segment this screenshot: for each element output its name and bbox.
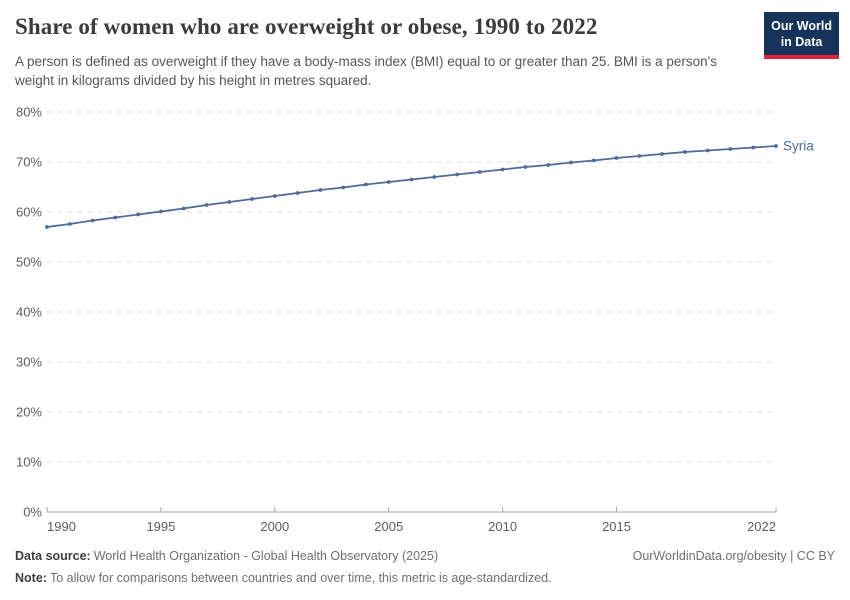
data-point [341, 185, 346, 190]
y-tick-label: 20% [16, 405, 42, 420]
y-tick-label: 60% [16, 205, 42, 220]
rights-link[interactable]: OurWorldinData.org/obesity | CC BY [632, 549, 835, 563]
data-point [683, 150, 687, 154]
data-point [250, 197, 254, 201]
data-point [295, 191, 300, 195]
data-point [705, 148, 710, 153]
x-tick-label: 1995 [146, 519, 175, 534]
data-point [90, 218, 95, 223]
y-tick-label: 10% [16, 455, 42, 470]
page-title: Share of women who are overweight or obe… [15, 14, 598, 39]
data-point [500, 167, 505, 172]
owid-logo: Our World in Data [764, 12, 839, 59]
data-point [614, 156, 619, 160]
data-point [569, 160, 573, 165]
data-source-value: World Health Organization - Global Healt… [93, 549, 439, 563]
owid-logo-line1: Our World [771, 19, 832, 33]
line-chart-svg: 0% 10% 20% 30% 40% 50% 60% 70% 80% 1990 1995 2000 20… [16, 105, 814, 535]
note-value: To allow for comparisons between countri… [49, 571, 552, 586]
y-tick-label: 30% [16, 355, 42, 370]
y-tick-label: 0% [23, 505, 42, 520]
data-point [751, 145, 756, 150]
y-tick-label: 40% [16, 305, 42, 320]
x-tick-label: 2000 [260, 519, 289, 534]
y-tick-label: 70% [16, 155, 42, 170]
data-point [159, 209, 163, 214]
data-point [272, 194, 277, 198]
x-tick-label: 2005 [374, 519, 403, 534]
x-tick-label: 1990 [47, 519, 76, 534]
x-tick-label: 2010 [488, 519, 517, 534]
y-tick-label: 80% [16, 105, 42, 120]
y-tick-label: 50% [16, 255, 42, 270]
x-tick-label: 2022 [747, 519, 776, 534]
data-point [660, 152, 664, 156]
data-point [432, 175, 437, 179]
data-point [364, 182, 368, 187]
data-point [227, 200, 232, 204]
note-line: Note: To allow for comparisons between co… [15, 569, 835, 587]
x-tick-label: 2015 [602, 519, 631, 534]
data-point [204, 203, 209, 207]
owid-logo-line2: in Data [780, 35, 823, 50]
data-point [409, 177, 414, 182]
data-point [318, 188, 323, 192]
chart-footer: Data source: World Health Organization - … [15, 547, 835, 587]
data-point [455, 172, 459, 177]
chart-subtitle: A person is defined as overweight if the… [15, 54, 717, 88]
data-point [774, 144, 778, 148]
entity-label-syria: Syria [783, 139, 814, 154]
data-point [386, 180, 391, 184]
data-point [113, 215, 118, 220]
data-point [136, 212, 141, 217]
data-point [181, 206, 186, 211]
data-point [523, 165, 528, 169]
data-source-line: Data source: World Health Organization - … [15, 547, 438, 565]
data-point [45, 225, 49, 229]
data-source-label: Data source: [15, 549, 91, 563]
line-chart: 0% 10% 20% 30% 40% 50% 60% 70% 80% 1990 1995 2000 20… [16, 105, 814, 535]
data-point [728, 147, 733, 151]
data-point [637, 154, 642, 158]
note-label: Note: [15, 571, 47, 586]
data-point [546, 163, 551, 167]
data-line-syria [46, 145, 777, 228]
data-point [477, 170, 482, 174]
data-point [67, 222, 72, 226]
data-point [591, 158, 596, 163]
